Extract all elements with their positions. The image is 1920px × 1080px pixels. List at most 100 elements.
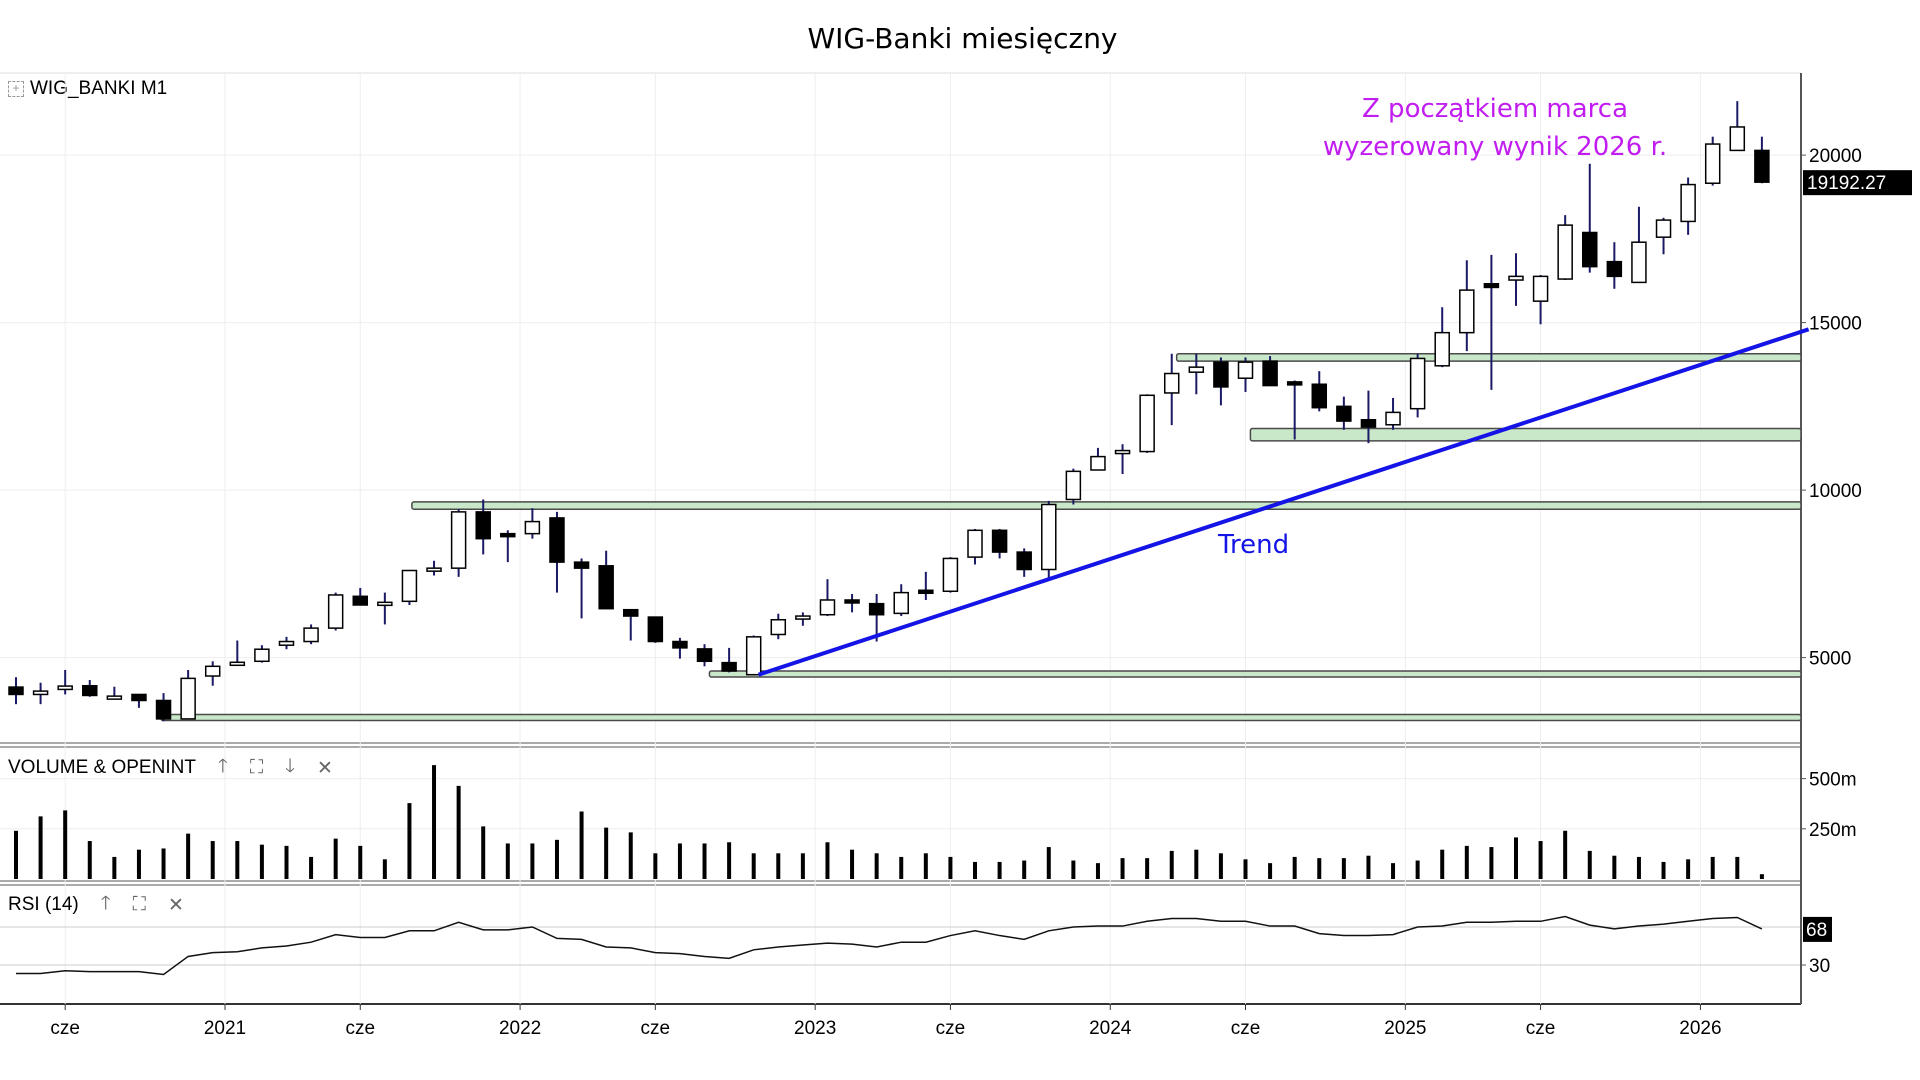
x-tick-label: cze — [936, 1018, 966, 1039]
candle-down — [1754, 149, 1770, 183]
support-resistance-zone — [411, 501, 1802, 510]
candle-down — [1262, 360, 1278, 387]
arrow-up-icon[interactable]: 🡑 — [217, 756, 228, 777]
candle-down — [475, 511, 491, 540]
x-tick-label: 2025 — [1384, 1018, 1426, 1039]
support-resistance-zone — [1175, 353, 1802, 362]
arrow-up-icon[interactable]: 🡑 — [100, 893, 111, 914]
candle-down — [868, 602, 885, 616]
rsi-value-label: 68 — [1806, 920, 1827, 941]
price-tick-label: 5000 — [1809, 649, 1851, 670]
candle-down — [1582, 231, 1598, 268]
expand-icon[interactable]: ⛶ — [249, 757, 264, 778]
note-line-2: wyzerowany wynik 2026 r. — [1322, 132, 1668, 162]
candle-up — [106, 695, 123, 700]
candle-up — [377, 601, 393, 607]
support-resistance-zone — [160, 713, 1802, 722]
candle-up — [204, 665, 221, 677]
price-tick-label: 15000 — [1809, 314, 1862, 335]
candle-up — [57, 685, 73, 691]
candle-up — [426, 567, 442, 572]
candle-up — [1459, 289, 1475, 334]
candle-down — [991, 529, 1008, 553]
support-resistance-zone — [1249, 427, 1802, 442]
volume-tick-label: 250m — [1809, 820, 1857, 841]
candle-down — [1286, 381, 1303, 386]
rsi-panel-header: RSI (14) 🡑 ⛶ ✕ — [8, 889, 184, 921]
rsi-line — [16, 915, 1763, 976]
x-tick-label: cze — [1526, 1018, 1556, 1039]
candle-up — [1729, 126, 1746, 152]
candle-up — [942, 557, 959, 593]
candle-down — [1483, 282, 1500, 289]
candle-up — [524, 520, 541, 535]
candle-up — [254, 648, 270, 663]
candle-up — [819, 599, 836, 616]
price-tick-label: 20000 — [1809, 146, 1862, 167]
candle-down — [1336, 405, 1352, 422]
candle-up — [327, 594, 344, 629]
candle-up — [32, 690, 49, 696]
x-tick-label: 2023 — [794, 1018, 836, 1039]
candle-up — [770, 618, 787, 636]
candle-down — [672, 640, 688, 649]
symbol-legend: + WIG_BANKI M1 — [8, 78, 167, 100]
candle-up — [303, 627, 319, 643]
x-tick-label: 2026 — [1679, 1018, 1721, 1039]
last-price-label: 19192.27 — [1807, 173, 1886, 194]
x-tick-label: cze — [50, 1018, 80, 1039]
candle-down — [573, 561, 590, 569]
price-tick-label: 10000 — [1809, 481, 1862, 502]
x-tick-label: 2021 — [204, 1018, 246, 1039]
candle-up — [180, 677, 196, 720]
candle-up — [1385, 411, 1401, 426]
candle-down — [647, 616, 664, 643]
candle-up — [1041, 503, 1057, 571]
candle-up — [1434, 331, 1450, 367]
candle-up — [1139, 394, 1155, 453]
candle-up — [1409, 357, 1426, 410]
close-icon[interactable]: ✕ — [317, 757, 333, 779]
candle-up — [1090, 455, 1106, 471]
note-line-1: Z początkiem marca — [1361, 94, 1629, 124]
candle-down — [598, 565, 614, 610]
candle-up — [1631, 241, 1647, 284]
chart-title: WIG-Banki miesięczny — [807, 22, 1118, 55]
candle-down — [82, 684, 98, 697]
x-tick-label: cze — [1231, 1018, 1261, 1039]
rsi-value-badge — [1803, 916, 1832, 942]
candle-down — [1360, 419, 1377, 428]
candle-down — [1606, 260, 1623, 278]
candle-up — [1508, 275, 1524, 281]
candle-down — [155, 699, 172, 720]
candle-down — [352, 595, 369, 606]
candle-down — [1213, 361, 1229, 388]
candle-down — [696, 648, 713, 663]
candle-down — [918, 589, 934, 595]
candle-down — [549, 517, 565, 563]
expand-legend-button[interactable]: + — [8, 81, 24, 97]
candle-up — [229, 661, 246, 667]
candle-up — [967, 529, 983, 558]
volume-panel-header: VOLUME & OPENINT 🡑 ⛶ 🡓 ✕ — [8, 752, 333, 784]
expand-icon[interactable]: ⛶ — [132, 894, 146, 915]
candle-up — [1188, 366, 1205, 373]
trend-line — [757, 327, 1810, 677]
note-annotation: Z początkiem marca wyzerowany wynik 2026… — [1290, 90, 1700, 166]
candle-up — [1163, 372, 1180, 394]
x-tick-label: 2022 — [499, 1018, 541, 1039]
close-icon[interactable]: ✕ — [167, 894, 184, 916]
candle-up — [745, 636, 762, 676]
candle-up — [1114, 449, 1131, 455]
volume-panel-label: VOLUME & OPENINT — [8, 757, 196, 778]
candle-up — [401, 569, 418, 603]
candle-up — [1655, 219, 1672, 238]
candle-up — [795, 615, 811, 620]
arrow-down-icon[interactable]: 🡓 — [285, 756, 296, 777]
candle-down — [844, 599, 860, 604]
candle-down — [131, 693, 147, 702]
candle-up — [893, 591, 909, 615]
candle-up — [450, 511, 467, 569]
candle-down — [8, 686, 24, 696]
